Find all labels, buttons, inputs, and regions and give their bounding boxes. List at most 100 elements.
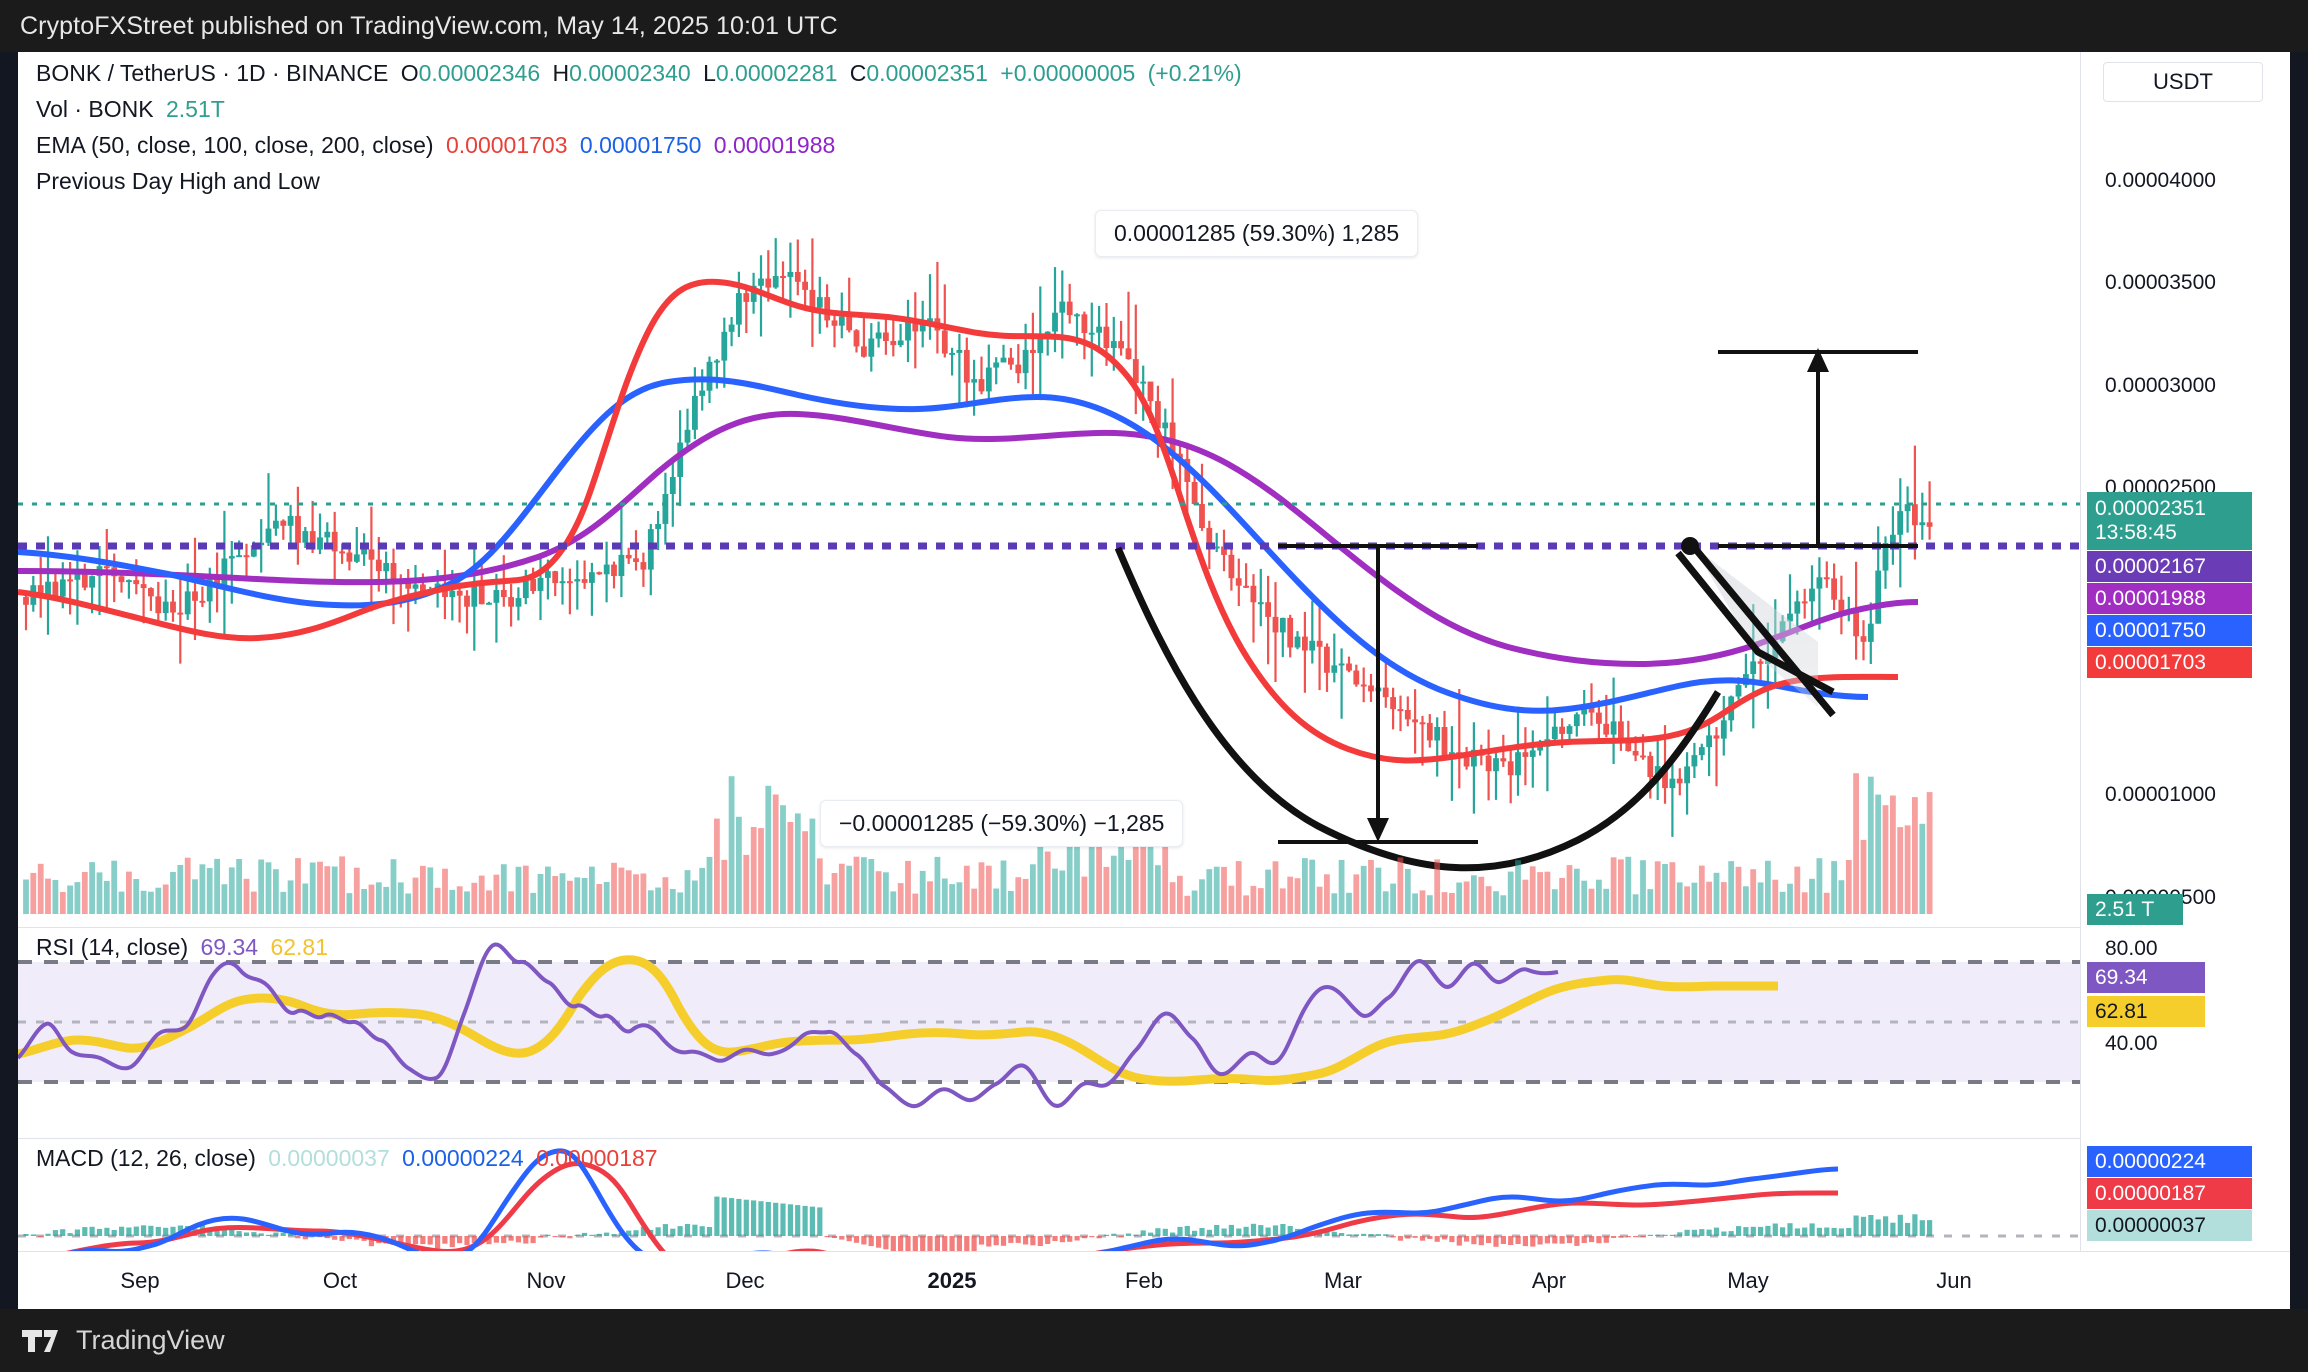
footer-bar: TradingView (0, 1309, 2308, 1372)
annotation-measure-up[interactable]: 0.00001285 (59.30%) 1,285 (1095, 210, 1419, 257)
rsi-ma-value-badge[interactable]: 62.81 (2087, 996, 2205, 1027)
legend-macd-hist-value: 0.00000037 (268, 1145, 390, 1171)
handle-upper-line (1690, 543, 1836, 718)
macd-signal-badge-value: 0.00000187 (2095, 1181, 2206, 1205)
ema-50-badge[interactable]: 0.00001703 (2087, 647, 2252, 678)
price-tick-35000: 0.00003500 (2105, 271, 2216, 294)
rsi-ma-line (18, 955, 1778, 1086)
prev-day-high-value: 0.00002167 (2095, 554, 2206, 578)
macd-histogram-badge[interactable]: 0.00000037 (2087, 1210, 2252, 1241)
ema-100-badge-value: 0.00001750 (2095, 618, 2206, 642)
tradingview-logo-icon (22, 1329, 58, 1352)
last-price-time: 13:58:45 (2095, 521, 2177, 544)
publisher-text: CryptoFXStreet published on TradingView.… (20, 11, 838, 40)
volume-badge-value: 2.51 T (2095, 897, 2155, 921)
macd-histogram (23, 1196, 1933, 1269)
time-label-feb: Feb (1125, 1268, 1163, 1293)
legend-close-value: 0.00002351 (866, 60, 988, 86)
legend-change-pct: (+0.21%) (1147, 60, 1242, 86)
price-tick-30000: 0.00003000 (2105, 374, 2216, 397)
legend-rsi-row: RSI (14, close) 69.34 62.81 (36, 934, 328, 961)
last-price-badge[interactable]: 0.00002351 13:58:45 (2087, 492, 2252, 550)
rsi-tick-40: 40.00 (2105, 1032, 2158, 1055)
legend-volume-value: 2.51T (166, 96, 225, 122)
prev-day-high-badge[interactable]: 0.00002167 (2087, 551, 2252, 582)
legend-ema-row: EMA (50, close, 100, close, 200, close) … (36, 132, 835, 159)
legend-ema-200-value: 0.00001988 (713, 132, 836, 158)
handle-lower-line (1675, 550, 1835, 696)
handle-anchor-point[interactable] (1681, 537, 1699, 555)
measure-up-arrowhead (1807, 348, 1829, 372)
legend-macd-signal-value: 0.00000187 (536, 1145, 658, 1171)
cup-pattern-arc (1114, 546, 1721, 872)
legend-change-abs: +0.00000005 (1000, 60, 1136, 86)
time-label-jun: Jun (1936, 1268, 1972, 1293)
rsi-pane[interactable] (18, 928, 2080, 1137)
price-scale[interactable]: USDT 0.00004000 0.00003500 0.00003000 0.… (2080, 52, 2290, 1309)
ema-200-line (18, 410, 1919, 668)
publisher-bar: CryptoFXStreet published on TradingView.… (0, 0, 2308, 52)
time-label-sep: Sep (120, 1268, 160, 1293)
measure-down-arrowhead (1367, 818, 1389, 842)
legend-open-value: 0.00002346 (418, 60, 541, 86)
rsi-tick-80: 80.00 (2105, 937, 2158, 960)
macd-signal-badge[interactable]: 0.00000187 (2087, 1178, 2252, 1209)
legend-macd-line-value: 0.00000224 (402, 1145, 524, 1171)
macd-line-badge-value: 0.00000224 (2095, 1149, 2206, 1173)
price-pane[interactable] (18, 52, 2080, 926)
time-label-oct: Oct (322, 1268, 358, 1293)
legend-low-label: L (703, 60, 716, 86)
legend-volume-label[interactable]: Vol · BONK (36, 96, 154, 122)
legend-prev-day-label: Previous Day High and Low (36, 168, 320, 194)
price-tick-10000: 0.00001000 (2105, 783, 2216, 806)
ema-200-badge[interactable]: 0.00001988 (2087, 583, 2252, 614)
annotation-measure-down[interactable]: −0.00001285 (−59.30%) −1,285 (820, 800, 1184, 847)
chart-canvas[interactable]: BONK / TetherUS · 1D · BINANCE O0.000023… (18, 52, 2290, 1309)
time-axis[interactable]: Sep Oct Nov Dec 2025 Feb Mar Apr May Jun (18, 1251, 2290, 1309)
legend-rsi-ma-value: 62.81 (270, 934, 329, 960)
legend-low-value: 0.00002281 (715, 60, 838, 86)
legend-ema-100-value: 0.00001750 (579, 132, 702, 158)
volume-series (23, 773, 1933, 914)
legend-symbol-row: BONK / TetherUS · 1D · BINANCE O0.000023… (36, 60, 1242, 87)
rsi-ma-badge-value: 62.81 (2095, 999, 2148, 1023)
legend-rsi-label[interactable]: RSI (14, close) (36, 934, 189, 960)
legend-prev-day-row[interactable]: Previous Day High and Low (36, 168, 320, 195)
legend-ema-50-value: 0.00001703 (445, 132, 568, 158)
legend-volume-row: Vol · BONK 2.51T (36, 96, 225, 123)
ema-100-badge[interactable]: 0.00001750 (2087, 615, 2252, 646)
legend-macd-row: MACD (12, 26, close) 0.00000037 0.000002… (36, 1145, 658, 1172)
legend-ema-label[interactable]: EMA (50, close, 100, close, 200, close) (36, 132, 434, 158)
last-price-value: 0.00002351 (2095, 496, 2206, 520)
legend-high-value: 0.00002340 (569, 60, 691, 86)
time-label-nov: Nov (526, 1268, 566, 1293)
legend-high-label: H (552, 60, 570, 86)
pane-divider-rsi (18, 927, 2290, 928)
legend-rsi-value: 69.34 (200, 934, 259, 960)
time-label-2025: 2025 (927, 1268, 977, 1293)
legend-macd-label[interactable]: MACD (12, 26, close) (36, 1145, 256, 1171)
annotation-measure-down-text: −0.00001285 (−59.30%) −1,285 (839, 810, 1165, 836)
tradingview-brand: TradingView (76, 1325, 225, 1355)
currency-badge[interactable]: USDT (2103, 62, 2263, 102)
rsi-badge-value: 69.34 (2095, 965, 2148, 989)
macd-line-badge[interactable]: 0.00000224 (2087, 1146, 2252, 1177)
rsi-line (18, 942, 1559, 1109)
currency-label: USDT (2153, 69, 2213, 94)
macd-hist-badge-value: 0.00000037 (2095, 1213, 2206, 1237)
legend-symbol[interactable]: BONK / TetherUS · 1D · BINANCE (36, 60, 389, 86)
price-tick-40000: 0.00004000 (2105, 169, 2216, 192)
time-label-may: May (1727, 1268, 1769, 1293)
annotation-measure-up-text: 0.00001285 (59.30%) 1,285 (1114, 220, 1400, 246)
ema-50-badge-value: 0.00001703 (2095, 650, 2206, 674)
legend-open-label: O (400, 60, 419, 86)
ema-50-line (18, 278, 1899, 764)
rsi-value-badge[interactable]: 69.34 (2087, 962, 2205, 993)
pane-divider-macd (18, 1138, 2290, 1139)
legend-close-label: C (849, 60, 867, 86)
ema-200-badge-value: 0.00001988 (2095, 586, 2206, 610)
time-label-dec: Dec (725, 1268, 765, 1293)
volume-badge[interactable]: 2.51 T (2087, 894, 2183, 925)
time-label-apr: Apr (1531, 1268, 1567, 1293)
